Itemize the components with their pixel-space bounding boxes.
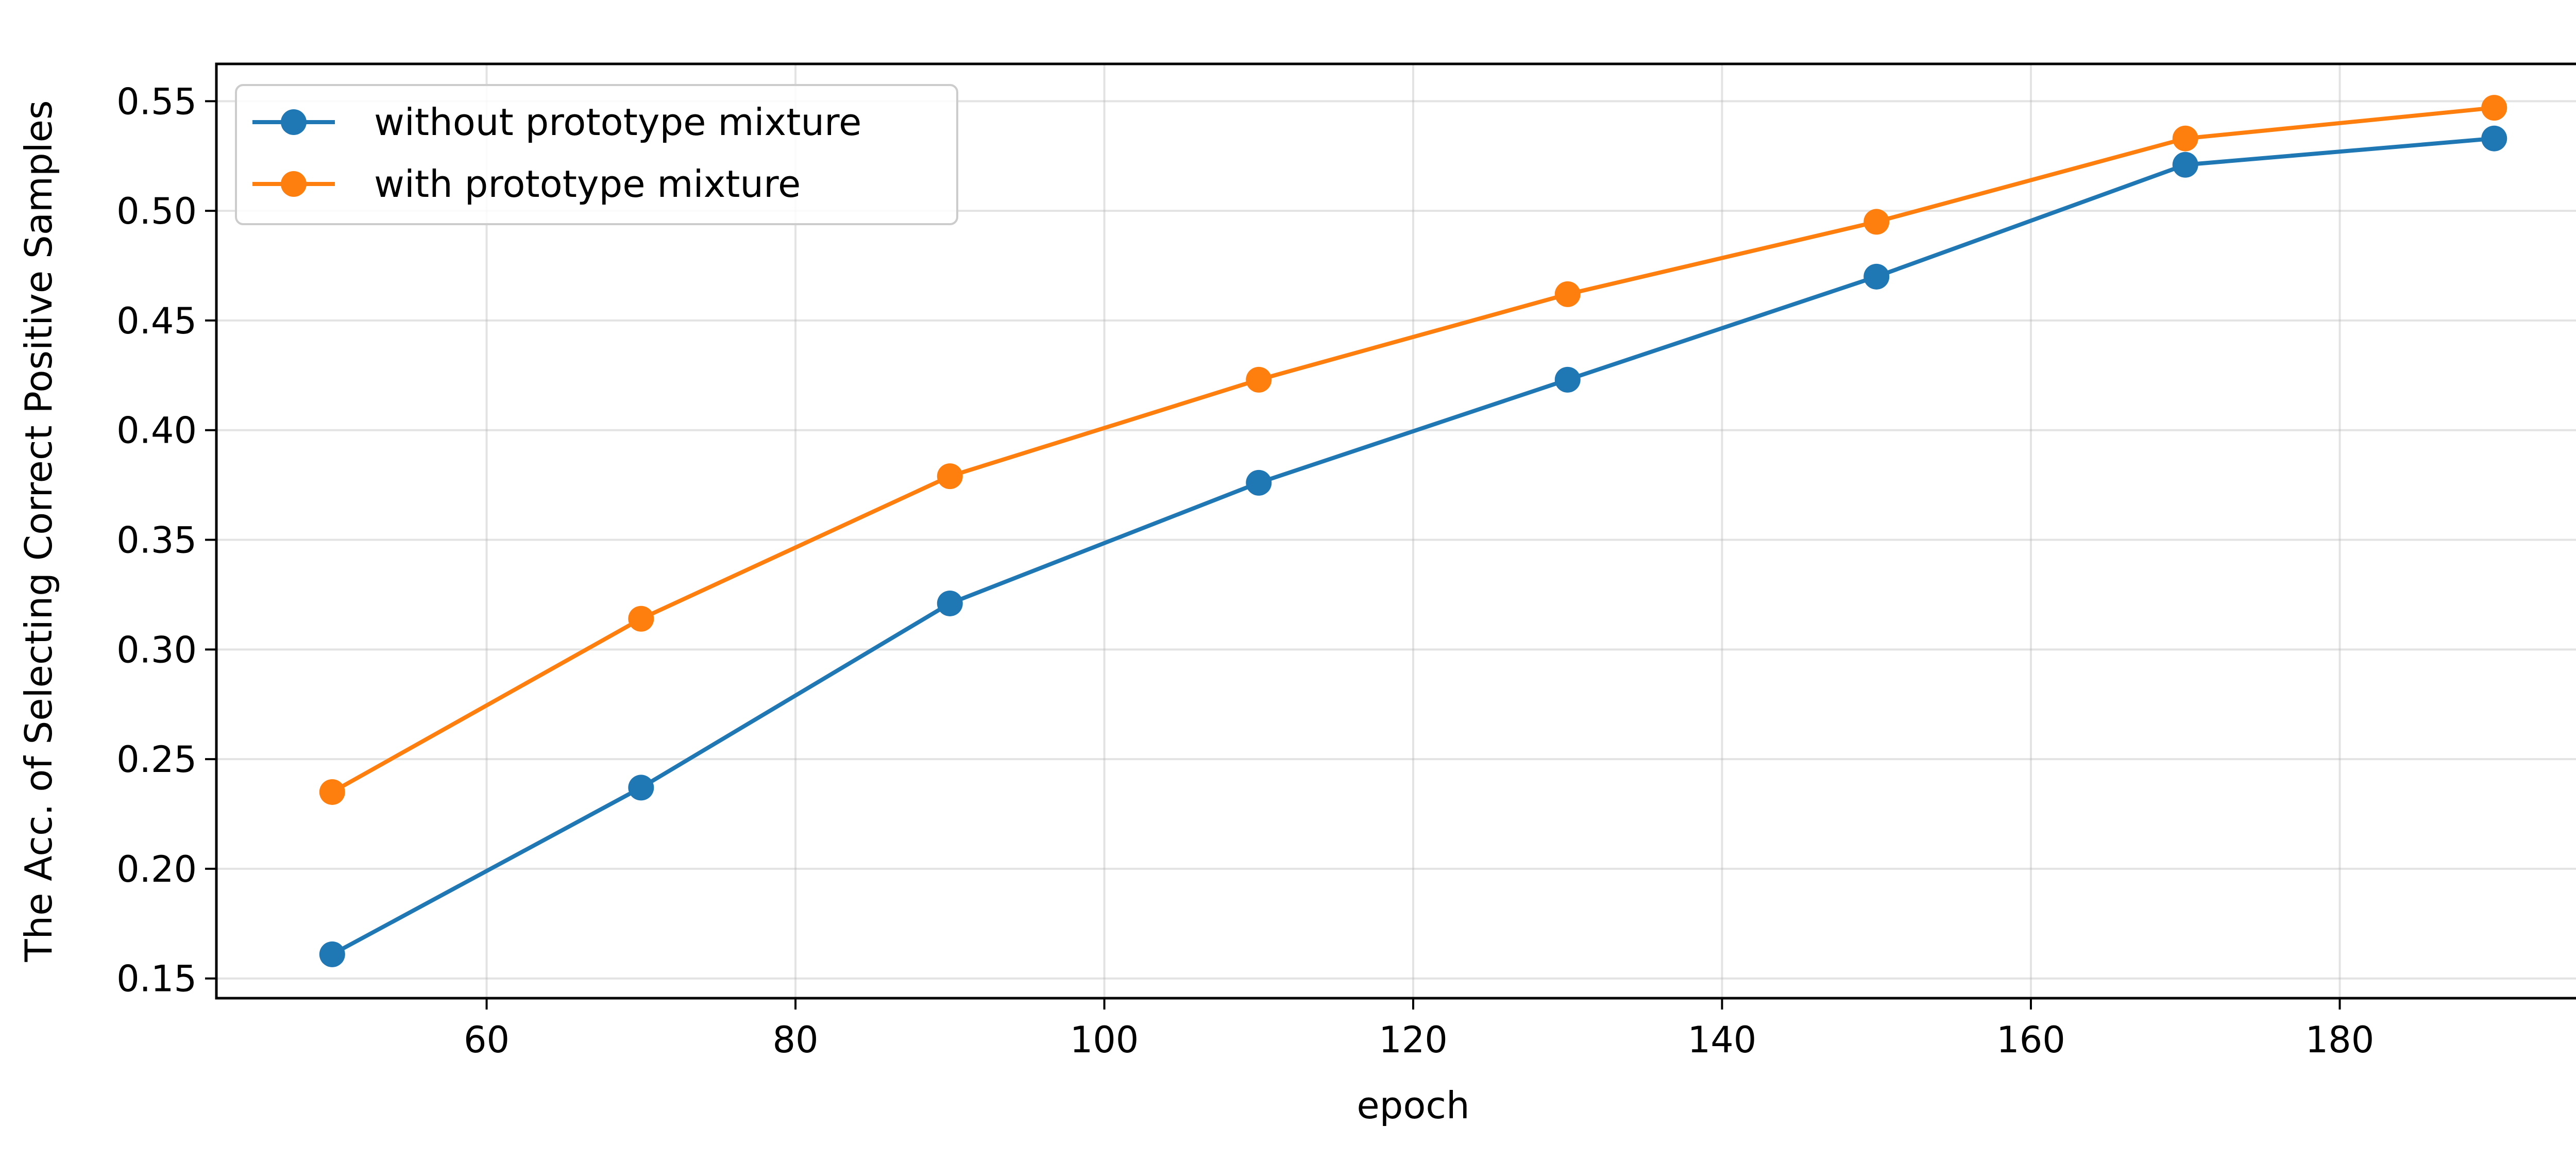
- data-point: [937, 590, 963, 616]
- y-tick-label: 0.35: [116, 519, 197, 562]
- data-point: [319, 779, 345, 805]
- y-tick-label: 0.25: [116, 738, 197, 781]
- x-tick-label: 80: [772, 1019, 818, 1061]
- y-tick-label: 0.15: [116, 958, 197, 1000]
- data-point: [319, 941, 345, 967]
- series-line: [330, 136, 2497, 956]
- legend-entry: without prototype mixture: [252, 100, 861, 144]
- y-axis-label: The Acc. of Selecting Correct Positive S…: [17, 100, 60, 963]
- data-point: [628, 606, 654, 632]
- data-point: [2481, 125, 2507, 152]
- y-axis-ticks: 0.15 0.20 0.25 0.30 0.35 0.40 0.45 0.50 0.55: [116, 80, 216, 1000]
- y-tick-label: 0.45: [116, 300, 197, 342]
- data-point: [628, 775, 654, 801]
- data-point: [2172, 152, 2198, 178]
- series-1: [319, 125, 2507, 967]
- data-point: [1554, 366, 1581, 393]
- x-tick-label: 160: [1996, 1019, 2065, 1061]
- x-tick-label: 180: [2306, 1019, 2375, 1061]
- legend-marker: [281, 171, 307, 197]
- y-tick-label: 0.20: [116, 848, 197, 890]
- series-layer: [319, 95, 2507, 967]
- x-tick-label: 100: [1070, 1019, 1139, 1061]
- x-axis-ticks: 60 80 100 120 140 160 180: [464, 998, 2374, 1061]
- y-tick-label: 0.55: [116, 80, 197, 123]
- legend-box: [235, 84, 958, 225]
- series-2: [319, 95, 2507, 805]
- y-tick-label: 0.40: [116, 410, 197, 452]
- data-point: [2172, 125, 2198, 152]
- series-line: [330, 106, 2497, 794]
- y-tick-label: 0.30: [116, 629, 197, 671]
- legend-entry: with prototype mixture: [252, 162, 801, 206]
- data-point: [1863, 209, 1890, 235]
- x-axis-label: epoch: [1357, 1084, 1469, 1127]
- y-tick-label: 0.50: [116, 190, 197, 232]
- data-point: [1554, 281, 1581, 307]
- x-tick-label: 120: [1379, 1019, 1448, 1061]
- legend-label: with prototype mixture: [374, 162, 801, 206]
- grid: [216, 64, 2576, 998]
- data-point: [937, 463, 963, 490]
- data-point: [2481, 95, 2507, 121]
- legend: without prototype mixture with prototype …: [235, 84, 958, 225]
- data-point: [1863, 263, 1890, 290]
- data-point: [1246, 366, 1272, 393]
- legend-label: without prototype mixture: [374, 100, 861, 144]
- x-tick-label: 60: [464, 1019, 510, 1061]
- legend-marker: [281, 109, 307, 135]
- x-tick-label: 140: [1688, 1019, 1757, 1061]
- data-point: [1246, 469, 1272, 496]
